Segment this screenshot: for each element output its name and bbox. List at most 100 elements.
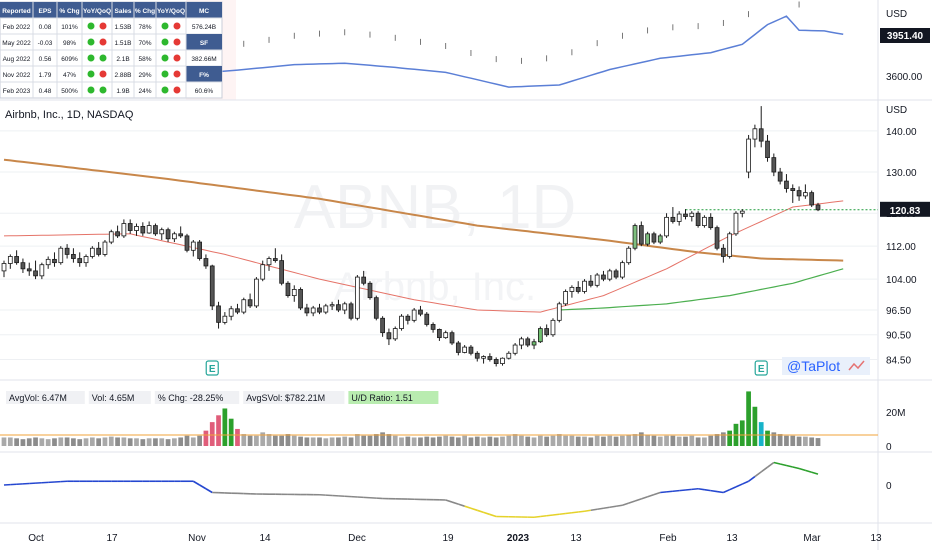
- volume-bar[interactable]: [159, 438, 165, 446]
- volume-bar[interactable]: [222, 408, 228, 446]
- candle[interactable]: [670, 207, 676, 224]
- volume-bar[interactable]: [638, 432, 644, 446]
- volume-bar[interactable]: [121, 437, 127, 446]
- candle[interactable]: [481, 355, 486, 364]
- candle[interactable]: [777, 167, 783, 185]
- candle[interactable]: [809, 190, 815, 208]
- volume-bar[interactable]: [386, 434, 392, 446]
- volume-bar[interactable]: [790, 435, 796, 446]
- volume-bar[interactable]: [190, 437, 196, 446]
- candle[interactable]: [64, 244, 70, 259]
- candle[interactable]: [20, 258, 26, 273]
- volume-bar[interactable]: [7, 437, 13, 446]
- volume-bar[interactable]: [695, 437, 701, 446]
- candle[interactable]: [266, 256, 272, 271]
- volume-bar[interactable]: [172, 438, 177, 446]
- volume-bar[interactable]: [746, 391, 751, 446]
- candle[interactable]: [285, 281, 291, 298]
- volume-bar[interactable]: [83, 438, 89, 446]
- volume-bar[interactable]: [266, 434, 272, 446]
- candle[interactable]: [216, 301, 221, 329]
- candle[interactable]: [702, 215, 707, 228]
- candle[interactable]: [209, 264, 215, 311]
- candle[interactable]: [720, 244, 726, 263]
- candle[interactable]: [556, 301, 562, 323]
- candle[interactable]: [310, 305, 316, 317]
- candle[interactable]: [752, 124, 758, 148]
- volume-bar[interactable]: [613, 436, 619, 446]
- candle[interactable]: [544, 324, 550, 337]
- candle[interactable]: [153, 223, 158, 236]
- candle[interactable]: [14, 250, 19, 265]
- candle[interactable]: [291, 285, 297, 302]
- candle[interactable]: [127, 219, 133, 234]
- candle[interactable]: [58, 246, 64, 265]
- candle[interactable]: [525, 336, 531, 348]
- candle[interactable]: [733, 211, 739, 236]
- candle[interactable]: [430, 322, 436, 333]
- volume-bar[interactable]: [323, 438, 329, 446]
- volume-bar[interactable]: [45, 439, 51, 446]
- volume-bar[interactable]: [392, 435, 398, 446]
- candle[interactable]: [228, 305, 234, 321]
- volume-bar[interactable]: [367, 435, 373, 446]
- candle[interactable]: [140, 222, 146, 236]
- volume-bar[interactable]: [304, 437, 310, 446]
- volume-bar[interactable]: [670, 435, 676, 446]
- volume-bar[interactable]: [71, 438, 76, 446]
- volume-bar[interactable]: [52, 438, 57, 446]
- candle[interactable]: [159, 227, 165, 240]
- volume-bar[interactable]: [487, 436, 493, 446]
- candle[interactable]: [380, 316, 385, 337]
- candle[interactable]: [348, 301, 354, 321]
- volume-bar[interactable]: [272, 435, 278, 446]
- candle[interactable]: [500, 357, 505, 366]
- candle[interactable]: [89, 246, 95, 259]
- candle[interactable]: [519, 336, 524, 350]
- candle[interactable]: [645, 231, 650, 247]
- volume-bar[interactable]: [784, 435, 789, 446]
- volume-bar[interactable]: [127, 438, 133, 446]
- candle[interactable]: [272, 248, 278, 263]
- candle[interactable]: [803, 184, 808, 199]
- volume-bar[interactable]: [64, 437, 70, 446]
- volume-bar[interactable]: [348, 437, 354, 446]
- candle[interactable]: [172, 231, 177, 243]
- volume-bar[interactable]: [537, 435, 543, 446]
- candle[interactable]: [329, 301, 335, 311]
- candle[interactable]: [121, 219, 127, 238]
- volume-bar[interactable]: [285, 434, 291, 446]
- candle[interactable]: [708, 213, 714, 230]
- volume-bar[interactable]: [512, 434, 518, 446]
- candle[interactable]: [418, 305, 423, 317]
- candle[interactable]: [367, 281, 373, 300]
- candle[interactable]: [222, 312, 228, 325]
- volume-bar[interactable]: [468, 437, 474, 446]
- candle[interactable]: [506, 351, 512, 360]
- candle[interactable]: [765, 134, 770, 162]
- volume-bar[interactable]: [664, 435, 669, 446]
- volume-bar[interactable]: [209, 422, 215, 446]
- volume-bar[interactable]: [594, 435, 600, 446]
- volume-bar[interactable]: [771, 432, 777, 446]
- volume-bar[interactable]: [632, 434, 638, 446]
- candle[interactable]: [493, 357, 499, 367]
- volume-bar[interactable]: [708, 435, 714, 446]
- volume-bar[interactable]: [140, 439, 146, 446]
- volume-bar[interactable]: [676, 436, 682, 446]
- candle[interactable]: [538, 326, 543, 343]
- volume-bar[interactable]: [556, 434, 562, 446]
- candle[interactable]: [102, 240, 108, 257]
- volume-bar[interactable]: [720, 432, 726, 446]
- volume-bar[interactable]: [714, 434, 720, 446]
- candle[interactable]: [512, 342, 518, 356]
- candle[interactable]: [657, 233, 663, 245]
- volume-bar[interactable]: [247, 435, 253, 446]
- candle[interactable]: [784, 174, 789, 193]
- candle[interactable]: [108, 229, 114, 245]
- volume-bar[interactable]: [449, 436, 455, 446]
- volume-bar[interactable]: [474, 436, 480, 446]
- candle[interactable]: [474, 351, 480, 362]
- candle[interactable]: [190, 240, 196, 257]
- volume-bar[interactable]: [165, 439, 171, 446]
